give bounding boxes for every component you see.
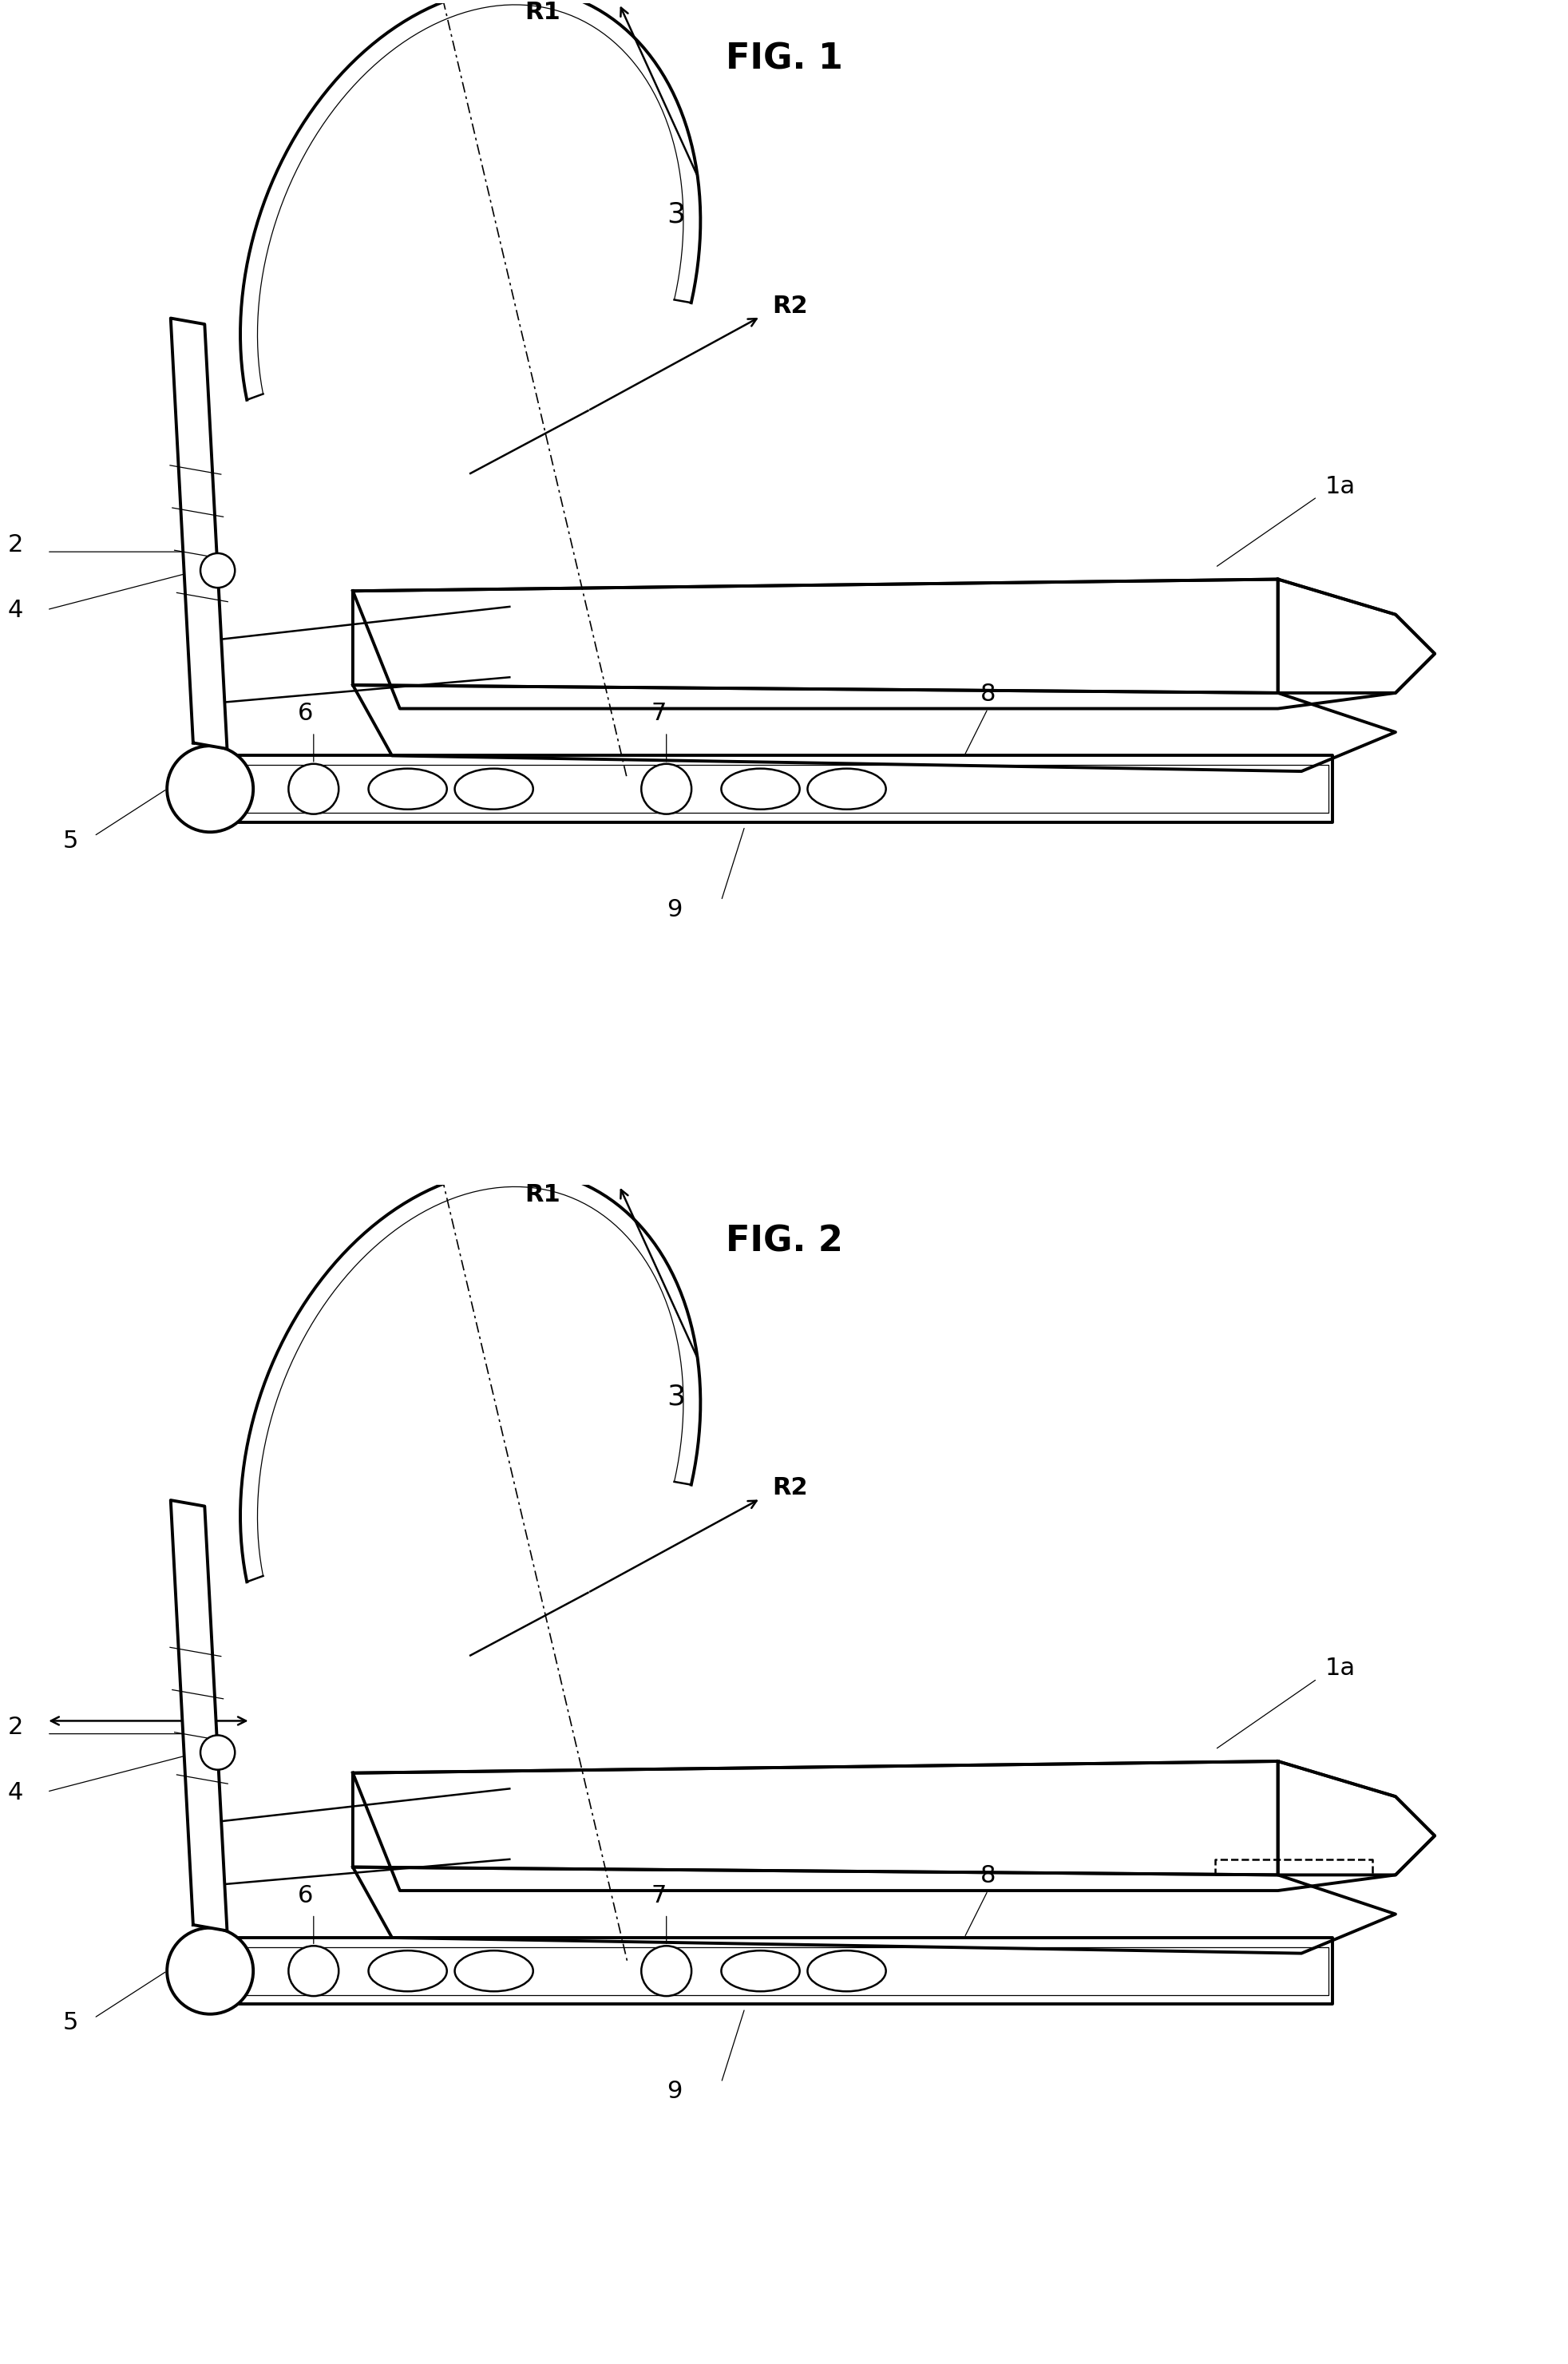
- Text: 4: 4: [8, 1780, 24, 1804]
- Circle shape: [168, 1927, 254, 2014]
- Ellipse shape: [368, 768, 447, 808]
- Circle shape: [168, 745, 254, 832]
- Ellipse shape: [808, 768, 886, 808]
- Circle shape: [201, 1735, 235, 1771]
- Polygon shape: [353, 1761, 1435, 1891]
- Polygon shape: [171, 1501, 227, 1931]
- Circle shape: [201, 553, 235, 589]
- Circle shape: [289, 764, 339, 813]
- Ellipse shape: [721, 768, 800, 808]
- Polygon shape: [353, 1761, 1278, 1875]
- Ellipse shape: [368, 1950, 447, 1990]
- Text: R1: R1: [525, 1182, 561, 1206]
- Text: R1: R1: [525, 0, 561, 24]
- Text: 9: 9: [666, 898, 682, 922]
- Polygon shape: [1278, 1761, 1435, 1875]
- Polygon shape: [1278, 579, 1435, 693]
- Circle shape: [641, 764, 691, 813]
- Polygon shape: [353, 579, 1435, 709]
- Polygon shape: [353, 1868, 1396, 1953]
- Text: 9: 9: [666, 2080, 682, 2104]
- Text: 1a: 1a: [1325, 475, 1355, 499]
- Ellipse shape: [455, 768, 533, 808]
- Text: 1a: 1a: [1325, 1657, 1355, 1681]
- Text: 3: 3: [666, 201, 685, 227]
- Text: R2: R2: [771, 1475, 808, 1499]
- Circle shape: [289, 1946, 339, 1995]
- Text: 8: 8: [980, 683, 996, 704]
- Text: 7: 7: [651, 1884, 666, 1908]
- Polygon shape: [353, 579, 1278, 693]
- Ellipse shape: [455, 1950, 533, 1990]
- Ellipse shape: [721, 1950, 800, 1990]
- Text: 5: 5: [63, 2012, 78, 2035]
- Polygon shape: [171, 319, 227, 749]
- Text: 7: 7: [651, 702, 666, 726]
- Text: 4: 4: [8, 598, 24, 622]
- Text: 8: 8: [980, 1865, 996, 1886]
- Text: 3: 3: [666, 1383, 685, 1409]
- Text: 2: 2: [8, 1716, 24, 1738]
- Text: R2: R2: [771, 293, 808, 317]
- Ellipse shape: [808, 1950, 886, 1990]
- Circle shape: [641, 1946, 691, 1995]
- Text: 5: 5: [63, 830, 78, 853]
- Text: FIG. 2: FIG. 2: [726, 1225, 842, 1258]
- Polygon shape: [212, 756, 1333, 823]
- Text: 6: 6: [298, 702, 314, 726]
- Polygon shape: [353, 686, 1396, 771]
- Text: 2: 2: [8, 534, 24, 556]
- Polygon shape: [212, 1938, 1333, 2005]
- Text: 6: 6: [298, 1884, 314, 1908]
- Text: FIG. 1: FIG. 1: [726, 43, 842, 76]
